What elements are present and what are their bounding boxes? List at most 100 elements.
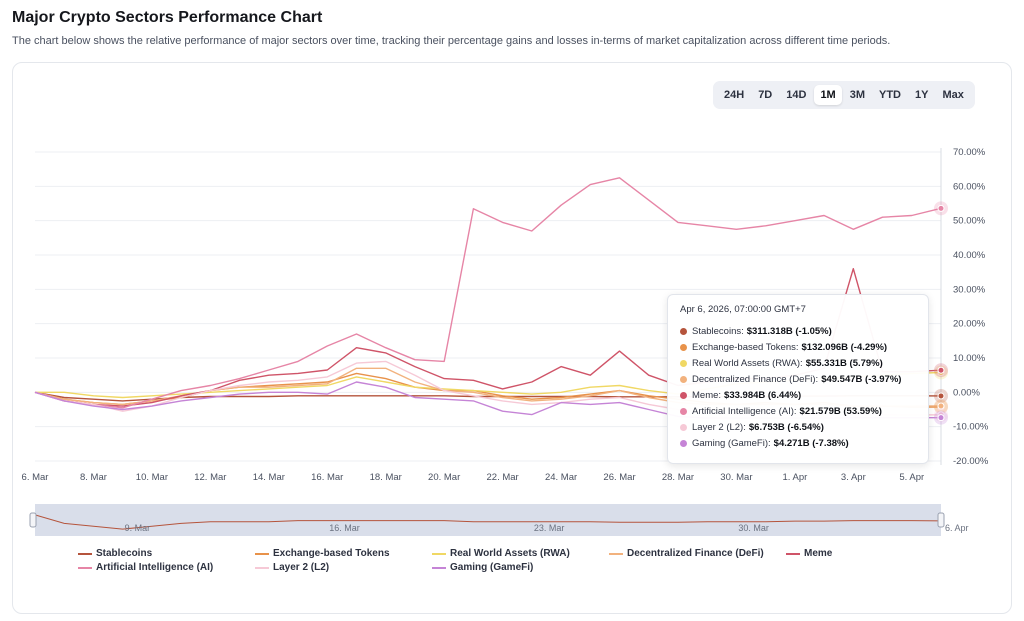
legend-item-rwa[interactable]: Real World Assets (RWA) (432, 548, 570, 559)
legend-item-exchange-tokens[interactable]: Exchange-based Tokens (255, 548, 390, 559)
tooltip-row: Artificial Intelligence (AI): $21.579B (… (680, 403, 916, 419)
legend-item-gaming[interactable]: Gaming (GameFi) (432, 562, 533, 573)
range-button-14d[interactable]: 14D (786, 89, 807, 101)
navigator-label: 16. Mar (329, 523, 360, 533)
range-button-max[interactable]: Max (942, 89, 964, 101)
tooltip-value: $21.579B (53.59%) (799, 405, 882, 417)
range-button-7d[interactable]: 7D (758, 89, 773, 101)
tooltip-date: Apr 6, 2026, 07:00:00 GMT+7 (680, 304, 806, 315)
navigator-label: 6. Apr (945, 523, 969, 533)
tooltip-row: Decentralized Finance (DeFi): $49.547B (… (680, 372, 916, 388)
series-line-artificial-intelligence-ai (34, 177, 942, 409)
y-tick-label: 20.00% (953, 319, 986, 330)
tooltip-label: Layer 2 (L2): (692, 421, 746, 433)
tooltip-value: $311.318B (-1.05%) (746, 326, 832, 338)
chart-tooltip: Apr 6, 2026, 07:00:00 GMT+7 Stablecoins:… (667, 294, 929, 464)
tooltip-row: Meme: $33.984B (6.44%) (680, 388, 916, 404)
legend-swatch (255, 552, 269, 555)
legend-label: Decentralized Finance (DeFi) (627, 548, 764, 559)
legend-item-layer2[interactable]: Layer 2 (L2) (255, 562, 329, 573)
legend-item-stablecoins[interactable]: Stablecoins (78, 548, 152, 559)
y-axis-ticks: 70.00% 60.00% 50.00% 40.00% 30.00% 20.00% 10.0… (953, 147, 989, 467)
hover-marker (937, 392, 945, 400)
hover-marker (937, 366, 945, 374)
x-tick-label: 26. Mar (603, 472, 635, 483)
navigator-line (34, 514, 942, 530)
x-tick-label: 10. Mar (136, 472, 168, 483)
tooltip-label: Stablecoins: (692, 326, 744, 338)
y-tick-label: 70.00% (953, 147, 986, 158)
tooltip-row: Stablecoins: $311.318B (-1.05%) (680, 324, 916, 340)
y-tick-label: -20.00% (953, 456, 989, 467)
range-navigator[interactable]: 9. Mar 16. Mar 23. Mar 30. Mar 6. Apr (29, 504, 969, 536)
tooltip-label: Artificial Intelligence (AI): (692, 405, 797, 417)
legend-swatch (609, 552, 623, 555)
tooltip-value: $132.096B (-4.29%) (801, 342, 888, 354)
legend-swatch (432, 566, 446, 569)
y-tick-label: 60.00% (953, 181, 986, 192)
y-tick-label: 40.00% (953, 250, 986, 261)
tooltip-label: Meme: (692, 390, 722, 401)
legend-label: Layer 2 (L2) (273, 562, 330, 573)
tooltip-value: $33.984B (6.44%) (724, 390, 802, 401)
y-tick-label: 50.00% (953, 216, 986, 227)
legend-item-meme[interactable]: Meme (786, 548, 832, 559)
x-tick-label: 3. Apr (841, 472, 866, 483)
tooltip-label: Gaming (GameFi): (692, 437, 771, 449)
tooltip-row: Real World Assets (RWA): $55.331B (5.79%… (680, 356, 916, 372)
x-tick-label: 12. Mar (194, 472, 226, 483)
tooltip-dot (680, 423, 687, 431)
tooltip-dot (680, 376, 687, 384)
legend-item-defi[interactable]: Decentralized Finance (DeFi) (609, 548, 764, 559)
tooltip-value: $55.331B (5.79%) (805, 358, 883, 370)
navigator-handle-right (937, 512, 945, 528)
range-button-ytd[interactable]: YTD (879, 89, 901, 101)
x-tick-label: 18. Mar (370, 472, 402, 483)
x-tick-label: 8. Mar (80, 472, 107, 483)
x-tick-label: 30. Mar (720, 472, 752, 483)
y-tick-label: 0.00% (953, 387, 980, 398)
navigator-handle-left (29, 512, 37, 528)
y-tick-label: 30.00% (953, 284, 986, 295)
tooltip-value: $49.547B (-3.97%) (821, 374, 902, 386)
tooltip-label: Real World Assets (RWA): (692, 358, 803, 370)
tooltip-dot (680, 407, 687, 415)
legend-label: Gaming (GameFi) (450, 562, 534, 573)
legend-swatch (78, 552, 92, 555)
legend-label: Real World Assets (RWA) (450, 548, 570, 559)
tooltip-dot (680, 392, 687, 399)
range-button-1m[interactable]: 1M (814, 85, 842, 105)
x-tick-label: 5. Apr (899, 472, 924, 483)
x-tick-label: 14. Mar (253, 472, 285, 483)
page-subtitle: The chart below shows the relative perfo… (12, 35, 891, 47)
legend-label: Artificial Intelligence (AI) (96, 562, 214, 573)
tooltip-dot (680, 360, 687, 368)
navigator-label: 9. Mar (125, 523, 151, 533)
tooltip-row: Gaming (GameFi): $4.271B (-7.38%) (680, 435, 916, 451)
legend-swatch (432, 552, 446, 555)
range-button-3m[interactable]: 3M (849, 89, 865, 101)
range-button-1y[interactable]: 1Y (915, 89, 929, 101)
navigator-label: 23. Mar (534, 523, 565, 533)
x-tick-label: 22. Mar (487, 472, 519, 483)
navigator-selection (35, 504, 941, 536)
range-button-24h[interactable]: 24H (724, 89, 745, 101)
legend-swatch (786, 552, 800, 555)
time-range-selector: 24H 7D 14D 1M 3M YTD 1Y Max (713, 81, 975, 109)
tooltip-row: Layer 2 (L2): $6.753B (-6.54%) (680, 419, 916, 435)
legend-label: Stablecoins (96, 548, 153, 559)
legend-label: Meme (804, 548, 833, 559)
tooltip-label: Exchange-based Tokens: (692, 342, 799, 354)
x-axis-ticks: 6. Mar 8. Mar 10. Mar 12. Mar 14. Mar 16. Mar… (22, 472, 925, 483)
legend-item-ai[interactable]: Artificial Intelligence (AI) (78, 562, 213, 573)
tooltip-dot (680, 344, 687, 352)
y-tick-label: 10.00% (953, 353, 986, 364)
y-tick-label: -10.00% (953, 422, 989, 433)
x-tick-label: 16. Mar (311, 472, 343, 483)
legend-label: Exchange-based Tokens (273, 548, 390, 559)
tooltip-row: Exchange-based Tokens: $132.096B (-4.29%… (680, 340, 916, 356)
legend-swatch (255, 566, 269, 569)
x-tick-label: 24. Mar (545, 472, 577, 483)
hover-marker (937, 414, 945, 422)
